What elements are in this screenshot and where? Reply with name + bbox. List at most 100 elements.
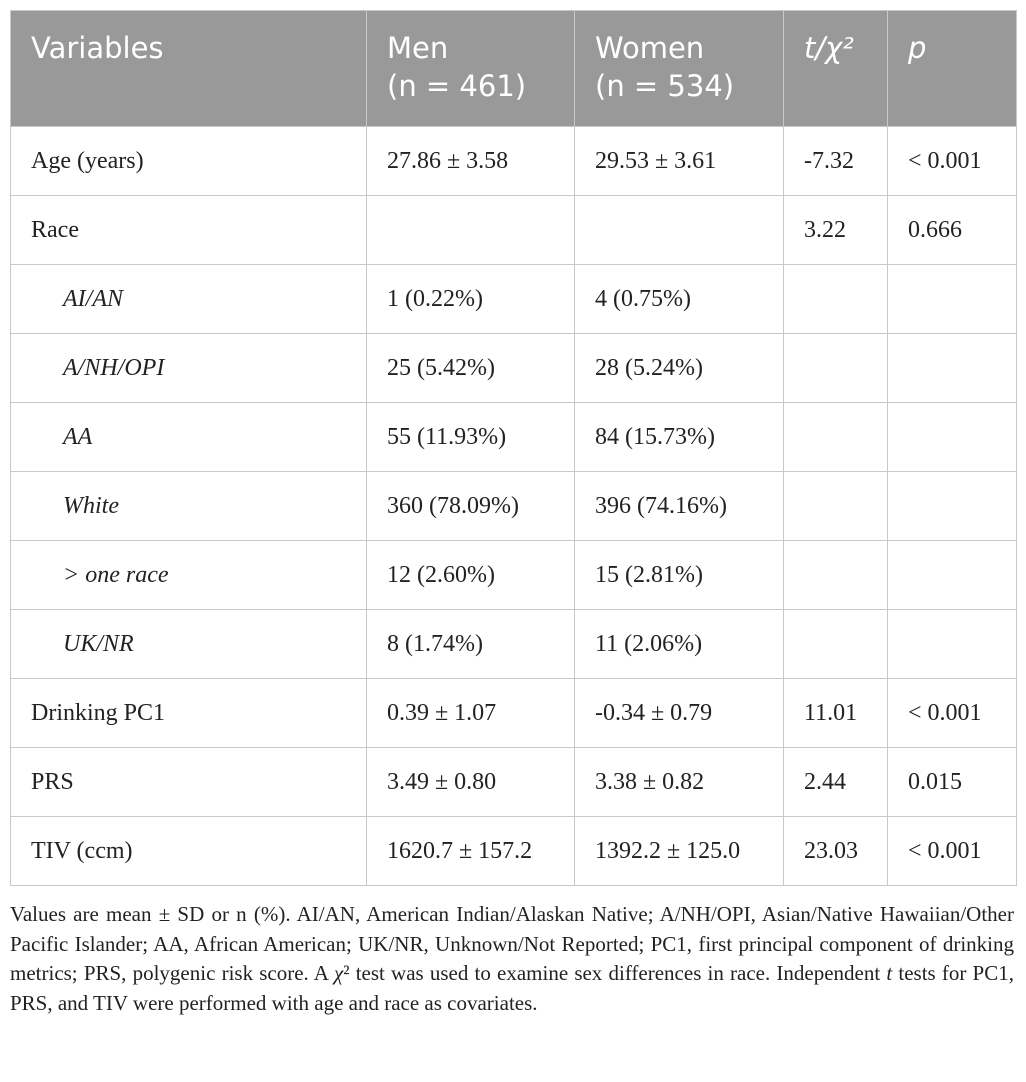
table-cell: Race	[10, 195, 367, 265]
footnote-text: t	[886, 961, 893, 985]
table-cell: 3.38 ± 0.82	[574, 747, 784, 817]
table-cell: A/NH/OPI	[10, 333, 367, 403]
table-cell: 3.22	[783, 195, 888, 265]
table-cell: AA	[10, 402, 367, 472]
table-row: AI/AN 1 (0.22%) 4 (0.75%)	[10, 264, 1017, 334]
table-cell: 55 (11.93%)	[366, 402, 575, 472]
cell-text: TIV (ccm)	[31, 837, 133, 864]
table-cell: -0.34 ± 0.79	[574, 678, 784, 748]
header-text: Variables	[31, 31, 164, 65]
cell-text: < 0.001	[908, 699, 982, 726]
cell-text: PRS	[31, 768, 74, 795]
footnote: Values are mean ± SD or n (%). AI/AN, Am…	[10, 900, 1016, 1018]
table-cell: 23.03	[783, 816, 888, 886]
table-cell: 0.015	[887, 747, 1017, 817]
table-cell: 11.01	[783, 678, 888, 748]
table-container: Variables Men (n = 461) Women (n = 534) t/χ² p…	[10, 10, 1017, 1018]
header-text: (n = 461)	[387, 69, 527, 103]
cell-text: 0.015	[908, 768, 962, 795]
header-text: Men	[387, 31, 449, 65]
table-cell: Drinking PC1	[10, 678, 367, 748]
footnote-text: tests for PC1, PRS, and TIV were perform…	[10, 961, 1014, 1015]
table-cell: 4 (0.75%)	[574, 264, 784, 334]
cell-text: 28 (5.24%)	[595, 354, 703, 381]
table-cell: 2.44	[783, 747, 888, 817]
table-row: White 360 (78.09%) 396 (74.16%)	[10, 471, 1017, 541]
table-cell: 29.53 ± 3.61	[574, 126, 784, 196]
table-cell	[887, 471, 1017, 541]
table-cell: 27.86 ± 3.58	[366, 126, 575, 196]
table-cell	[887, 264, 1017, 334]
table-cell: < 0.001	[887, 816, 1017, 886]
cell-text: < 0.001	[908, 837, 982, 864]
table-row: TIV (ccm) 1620.7 ± 157.2 1392.2 ± 125.0 23.…	[10, 816, 1017, 886]
header-cell: p	[887, 10, 1017, 127]
cell-text: 29.53 ± 3.61	[595, 147, 717, 174]
table-row: > one race 12 (2.60%) 15 (2.81%)	[10, 540, 1017, 610]
table-cell: PRS	[10, 747, 367, 817]
table-cell: 396 (74.16%)	[574, 471, 784, 541]
table-cell: 1 (0.22%)	[366, 264, 575, 334]
table-cell: 1392.2 ± 125.0	[574, 816, 784, 886]
table-cell: < 0.001	[887, 126, 1017, 196]
table-cell	[887, 540, 1017, 610]
header-cell: Men (n = 461)	[366, 10, 575, 127]
table-row: A/NH/OPI 25 (5.42%) 28 (5.24%)	[10, 333, 1017, 403]
cell-text: Age (years)	[31, 147, 144, 174]
table-cell: 28 (5.24%)	[574, 333, 784, 403]
cell-text: 360 (78.09%)	[387, 492, 519, 519]
table-cell	[783, 264, 888, 334]
header-row: Variables Men (n = 461) Women (n = 534) t/χ² p	[10, 10, 1017, 127]
table-row: Age (years) 27.86 ± 3.58 29.53 ± 3.61 -7.32…	[10, 126, 1017, 196]
cell-text: 25 (5.42%)	[387, 354, 495, 381]
cell-text: 3.22	[804, 216, 846, 243]
table-cell: 12 (2.60%)	[366, 540, 575, 610]
cell-text: -7.32	[804, 147, 854, 174]
cell-text: 11 (2.06%)	[595, 630, 703, 657]
table-cell: 11 (2.06%)	[574, 609, 784, 679]
table-cell: 0.666	[887, 195, 1017, 265]
cell-text: 55 (11.93%)	[387, 423, 507, 450]
cell-text: 0.39 ± 1.07	[387, 699, 497, 726]
header-cell: t/χ²	[783, 10, 888, 127]
table-cell	[574, 195, 784, 265]
cell-text: White	[63, 492, 119, 519]
table-cell: 3.49 ± 0.80	[366, 747, 575, 817]
footnote-text: Values are mean ± SD or n (%). AI/AN, Am…	[10, 902, 1014, 985]
header-text: Women	[595, 31, 705, 65]
header-text: (n = 534)	[595, 69, 735, 103]
table-cell: > one race	[10, 540, 367, 610]
footnote-text: ² test was used to examine sex differenc…	[343, 961, 887, 985]
table-cell	[887, 609, 1017, 679]
table-cell: 8 (1.74%)	[366, 609, 575, 679]
table-cell: UK/NR	[10, 609, 367, 679]
header-text: p	[908, 31, 927, 65]
table-cell: White	[10, 471, 367, 541]
cell-text: 27.86 ± 3.58	[387, 147, 509, 174]
cell-text: Drinking PC1	[31, 699, 166, 726]
cell-text: AA	[63, 423, 93, 450]
cell-text: 23.03	[804, 837, 858, 864]
table-cell: 84 (15.73%)	[574, 402, 784, 472]
cell-text: > one race	[63, 561, 169, 588]
cell-text: 2.44	[804, 768, 846, 795]
table-cell	[366, 195, 575, 265]
table-cell	[783, 540, 888, 610]
table-cell	[783, 471, 888, 541]
table-cell	[783, 333, 888, 403]
table-cell: 0.39 ± 1.07	[366, 678, 575, 748]
table-cell: Age (years)	[10, 126, 367, 196]
cell-text: 8 (1.74%)	[387, 630, 483, 657]
cell-text: 15 (2.81%)	[595, 561, 703, 588]
cell-text: 1392.2 ± 125.0	[595, 837, 741, 864]
cell-text: 1620.7 ± 157.2	[387, 837, 533, 864]
header-text: t/χ²	[804, 31, 854, 65]
cell-text: Race	[31, 216, 79, 243]
cell-text: < 0.001	[908, 147, 982, 174]
table-cell	[887, 333, 1017, 403]
cell-text: 1 (0.22%)	[387, 285, 483, 312]
footnote-text: χ	[333, 961, 344, 985]
table-cell: < 0.001	[887, 678, 1017, 748]
table-cell	[783, 402, 888, 472]
